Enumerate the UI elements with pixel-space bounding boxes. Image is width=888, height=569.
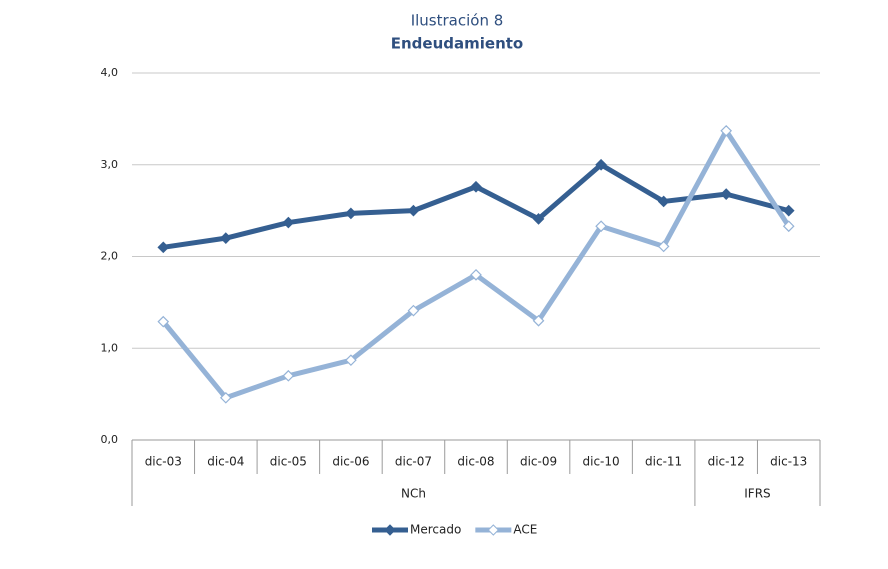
- y-tick-label: 0,0: [101, 433, 119, 446]
- data-point: [219, 391, 232, 404]
- legend-label: Mercado: [410, 523, 461, 537]
- x-tick-label: dic-04: [207, 455, 244, 469]
- data-point: [720, 188, 733, 200]
- x-tick-label: dic-05: [270, 455, 307, 469]
- data-point: [470, 269, 482, 281]
- data-point: [157, 241, 170, 254]
- data-point: [157, 315, 170, 328]
- data-point: [345, 354, 357, 367]
- x-tick-label: dic-03: [145, 455, 182, 469]
- legend-marker: [384, 524, 396, 536]
- data-point: [282, 216, 295, 229]
- data-point: [657, 240, 670, 253]
- legend-label: ACE: [513, 523, 537, 537]
- y-tick-label: 4,0: [101, 66, 119, 79]
- data-point: [532, 213, 545, 225]
- data-point: [595, 220, 607, 233]
- x-tick-label: dic-11: [645, 455, 682, 469]
- chart-title: Ilustración 8: [411, 12, 504, 30]
- group-label: IFRS: [744, 487, 770, 501]
- data-point: [720, 124, 733, 137]
- data-point: [532, 314, 545, 327]
- y-tick-label: 2,0: [101, 250, 119, 263]
- x-tick-label: dic-13: [770, 455, 807, 469]
- series-line: [161, 128, 791, 401]
- y-tick-label: 1,0: [101, 341, 119, 354]
- group-label: NCh: [401, 487, 426, 501]
- legend-marker: [487, 524, 500, 536]
- data-point: [782, 220, 795, 233]
- data-point: [657, 195, 670, 208]
- y-tick-label: 3,0: [101, 158, 119, 171]
- data-point: [345, 207, 357, 220]
- x-tick-label: dic-07: [395, 455, 432, 469]
- series-line: [162, 162, 790, 250]
- data-point: [782, 204, 795, 217]
- x-tick-label: dic-10: [583, 455, 620, 469]
- x-tick-label: dic-09: [520, 455, 557, 469]
- data-point: [219, 232, 232, 244]
- data-point: [595, 158, 607, 171]
- x-tick-label: dic-08: [457, 455, 494, 469]
- data-point: [407, 204, 420, 217]
- x-tick-label: dic-06: [332, 455, 369, 469]
- data-point: [282, 369, 295, 382]
- data-point: [407, 304, 420, 317]
- chart-subtitle: Endeudamiento: [391, 35, 523, 53]
- data-point: [470, 180, 482, 193]
- x-tick-label: dic-12: [708, 455, 745, 469]
